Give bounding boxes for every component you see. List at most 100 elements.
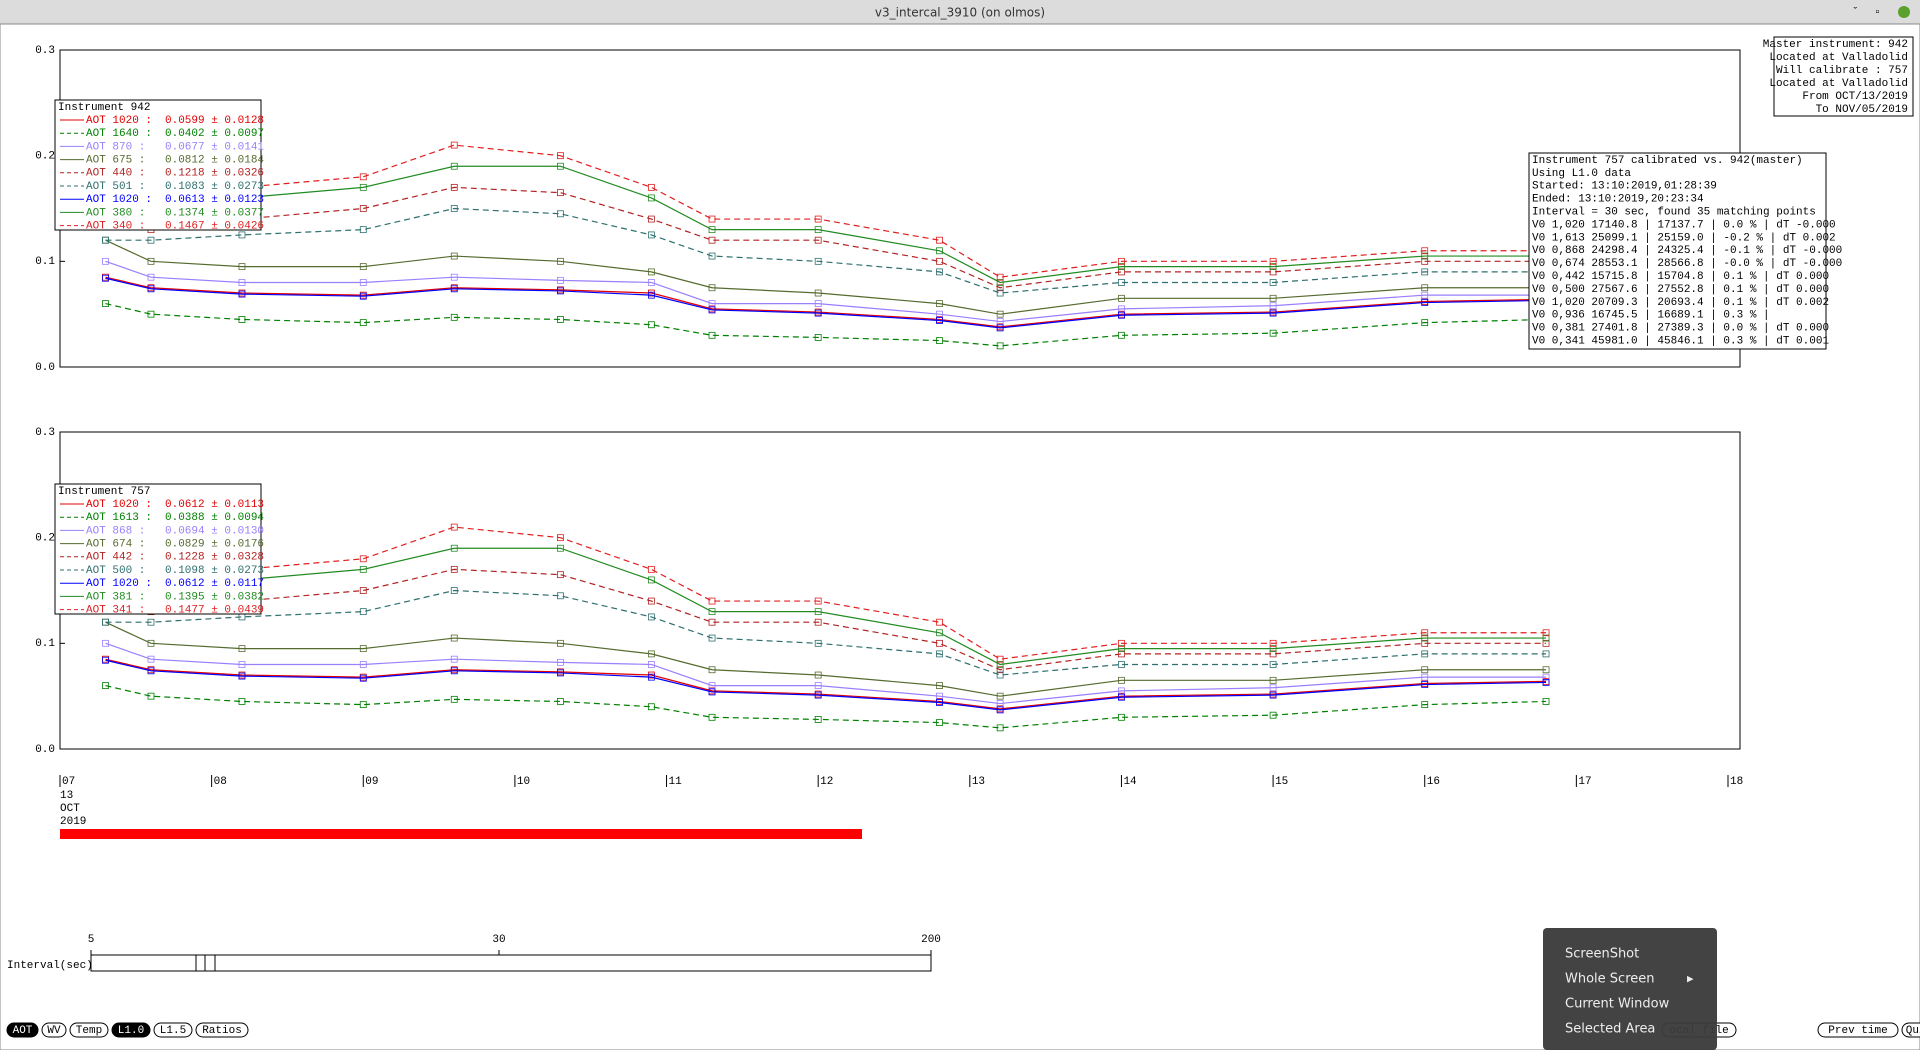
point-marker: [102, 257, 109, 265]
point-marker: [647, 565, 655, 573]
progress-bar: [60, 829, 862, 839]
toggle-button[interactable]: [69, 1022, 109, 1038]
toggle-button[interactable]: [153, 1022, 193, 1038]
calibration-line: V0 0,381 27401.8 | 27389.3 | 0.0 % | dT …: [1532, 323, 1829, 335]
point-marker: [1421, 634, 1429, 642]
x-tick-label: 10: [517, 776, 530, 788]
toggle-button-label: WV: [47, 1025, 61, 1037]
toggle-button-label: Ratios: [202, 1025, 242, 1037]
point-marker: [996, 706, 1004, 714]
series-line: [105, 685, 1547, 729]
point-marker: [1542, 629, 1550, 637]
series-line: [105, 207, 1547, 294]
context-menu-item[interactable]: Whole Screen: [1565, 972, 1654, 987]
point-marker: [936, 300, 943, 308]
maximize-button[interactable]: ▫: [1874, 7, 1881, 19]
point-marker: [450, 205, 458, 212]
toggle-button-label: AOT: [13, 1025, 33, 1037]
point-marker: [238, 231, 246, 239]
point-marker: [1542, 666, 1550, 674]
toggle-button[interactable]: [6, 1022, 39, 1038]
legend-name: AOT 501 :: [86, 181, 145, 193]
point-marker: [1269, 645, 1277, 653]
point-marker: [1269, 639, 1277, 647]
point-marker: [359, 205, 367, 212]
point-marker: [814, 639, 822, 647]
window-title: v3_intercal_3910 (on olmos): [875, 6, 1045, 20]
legend-stat: 0.0694 ± 0.0130: [165, 525, 264, 537]
close-button[interactable]: [1898, 6, 1910, 18]
toggle-button[interactable]: [111, 1022, 151, 1038]
point-marker: [647, 673, 655, 681]
point-marker: [1269, 268, 1277, 276]
legend-name: AOT 1020 :: [86, 578, 152, 590]
master-info-line: To NOV/05/2019: [1816, 104, 1908, 116]
point-marker: [936, 236, 943, 244]
point-marker: [936, 719, 943, 726]
legend-box: [54, 483, 262, 615]
y-tick-label: 0.3: [35, 427, 55, 439]
point-marker: [1421, 681, 1429, 688]
point-marker: [936, 639, 943, 647]
calibration-line: Ended: 13:10:2019,20:23:34: [1532, 194, 1704, 206]
context-menu-item[interactable]: ScreenShot: [1565, 947, 1639, 962]
date-label: 2019: [60, 816, 86, 828]
point-marker: [814, 608, 822, 616]
calibration-line: Interval = 30 sec, found 35 matching poi…: [1532, 207, 1816, 219]
slider-tick-label: 5: [88, 934, 95, 946]
point-marker: [102, 639, 109, 647]
x-tick-label: 14: [1123, 776, 1137, 788]
point-marker: [238, 279, 246, 286]
context-menu-item[interactable]: Selected Area: [1565, 1022, 1655, 1037]
toggle-button-label: L1.0: [118, 1025, 144, 1037]
point-marker: [238, 290, 246, 298]
point-marker: [936, 699, 943, 706]
toggle-button[interactable]: [41, 1022, 67, 1038]
point-marker: [557, 571, 564, 579]
point-marker: [1269, 684, 1277, 692]
point-marker: [557, 189, 564, 197]
legend-name: AOT 1640 :: [86, 128, 152, 140]
point-marker: [450, 587, 458, 594]
series-line: [105, 547, 1547, 666]
action-button[interactable]: [1817, 1022, 1899, 1038]
x-tick-label: 18: [1730, 776, 1743, 788]
point-marker: [814, 618, 822, 626]
legend-name: AOT 440 :: [86, 168, 145, 180]
point-marker: [1421, 629, 1429, 637]
x-tick-label: 07: [62, 776, 75, 788]
legend-stat: 0.0812 ± 0.0184: [165, 155, 264, 167]
action-button[interactable]: [1901, 1022, 1920, 1038]
calibration-box: [1528, 152, 1827, 350]
point-marker: [359, 661, 367, 668]
point-marker: [450, 695, 458, 703]
toggle-button[interactable]: [195, 1022, 249, 1038]
point-marker: [1421, 284, 1429, 292]
point-marker: [647, 576, 655, 584]
point-marker: [647, 321, 655, 329]
point-marker: [708, 236, 716, 244]
master-info-line: Master instrument: 942: [1763, 39, 1908, 51]
point-marker: [1542, 698, 1550, 705]
point-marker: [450, 655, 458, 663]
minimize-button[interactable]: ˇ: [1852, 6, 1859, 19]
x-tick-label: 09: [365, 776, 378, 788]
point-marker: [1421, 650, 1429, 658]
point-marker: [1421, 319, 1429, 327]
slider-track[interactable]: [90, 954, 932, 972]
legend-name: AOT 340 :: [86, 221, 145, 233]
point-marker: [996, 661, 1004, 668]
point-marker: [450, 162, 458, 170]
point-marker: [936, 337, 943, 344]
point-marker: [102, 236, 109, 244]
legend-name: AOT 870 :: [86, 141, 145, 153]
point-marker: [1269, 257, 1277, 265]
point-marker: [1269, 650, 1277, 658]
series-line: [105, 303, 1547, 347]
submenu-arrow: ▸: [1687, 972, 1694, 987]
y-tick-label: 0.1: [35, 638, 55, 650]
y-tick-label: 0.2: [35, 151, 55, 163]
context-menu-item[interactable]: Current Window: [1565, 997, 1670, 1012]
context-menu-panel: [1543, 928, 1717, 1050]
point-marker: [557, 698, 564, 705]
